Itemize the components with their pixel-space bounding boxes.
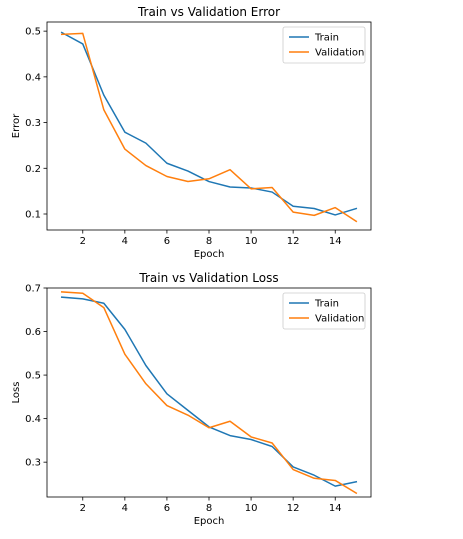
x-tick-label: 12 xyxy=(287,236,300,247)
x-tick-label: 10 xyxy=(245,503,258,514)
y-tick-label: 0.3 xyxy=(25,118,41,129)
y-tick-label: 0.3 xyxy=(25,458,41,469)
x-tick-label: 10 xyxy=(245,236,258,247)
y-tick-label: 0.7 xyxy=(25,284,41,295)
legend-label-validation: Validation xyxy=(315,48,364,59)
x-tick-label: 4 xyxy=(122,236,128,247)
x-tick-label: 2 xyxy=(80,503,86,514)
series-line-train xyxy=(60,31,358,216)
legend-label-train: Train xyxy=(314,33,339,44)
y-tick-label: 0.4 xyxy=(25,72,41,83)
loss-chart: Train vs Validation Loss 2 4 6 8 10 12 14 0.3 0.… xyxy=(11,271,372,527)
ticks: 2 4 6 8 10 12 14 0.3 0.4 0.5 0.6 0.7 xyxy=(25,284,342,515)
y-axis-label: Error xyxy=(11,113,22,138)
chart-title: Train vs Validation Loss xyxy=(138,271,278,285)
x-tick-label: 14 xyxy=(329,236,342,247)
x-axis-label: Epoch xyxy=(194,516,225,527)
x-tick-label: 6 xyxy=(164,236,170,247)
legend: Train Validation xyxy=(282,292,366,330)
x-tick-label: 8 xyxy=(206,503,212,514)
y-tick-label: 0.1 xyxy=(25,210,41,221)
series-layer xyxy=(60,31,358,223)
legend-box xyxy=(282,292,366,330)
x-tick-label: 6 xyxy=(164,503,170,514)
legend: Train Validation xyxy=(282,26,366,64)
x-tick-label: 2 xyxy=(80,236,86,247)
x-tick-label: 4 xyxy=(122,503,128,514)
series-layer xyxy=(60,291,358,495)
x-tick-label: 14 xyxy=(329,503,342,514)
x-tick-label: 12 xyxy=(287,503,300,514)
y-tick-label: 0.6 xyxy=(25,327,41,338)
error-chart: Train vs Validation Error 2 4 6 8 10 12 14 0.1 0… xyxy=(11,5,372,260)
x-axis-label: Epoch xyxy=(194,249,225,260)
legend-box xyxy=(282,26,366,64)
y-tick-label: 0.4 xyxy=(25,414,41,425)
x-tick-label: 8 xyxy=(206,236,212,247)
y-axis-label: Loss xyxy=(11,382,22,404)
legend-label-validation: Validation xyxy=(315,314,364,325)
series-line-validation xyxy=(60,291,358,495)
y-tick-label: 0.5 xyxy=(25,371,41,382)
ticks: 2 4 6 8 10 12 14 0.1 0.2 0.3 0.4 0.5 xyxy=(25,27,342,247)
legend-label-train: Train xyxy=(314,299,339,310)
chart-title: Train vs Validation Error xyxy=(137,5,280,19)
y-tick-label: 0.2 xyxy=(25,164,41,175)
y-tick-label: 0.5 xyxy=(25,27,41,38)
series-line-validation xyxy=(60,32,358,223)
